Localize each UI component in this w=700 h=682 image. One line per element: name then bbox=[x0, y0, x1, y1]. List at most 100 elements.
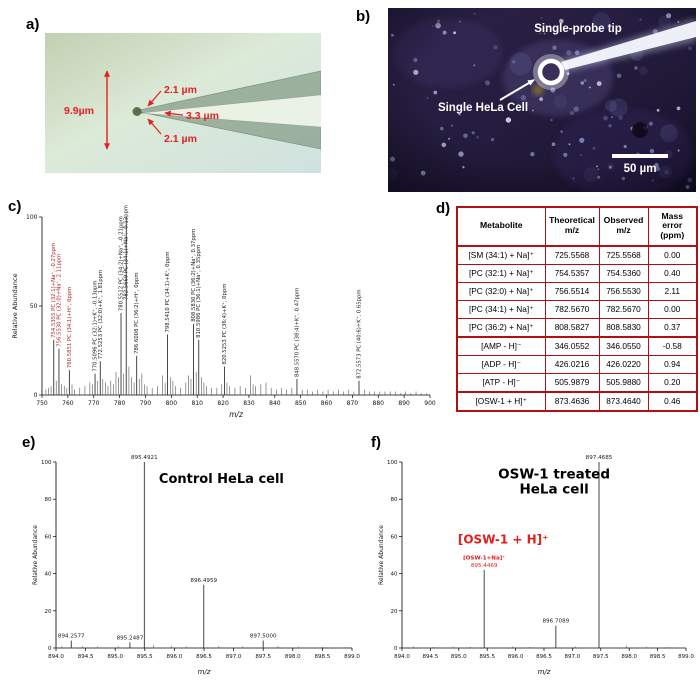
table-row: [OSW-1 + H]⁺ 873.4636 873.4640 0.46 bbox=[456, 390, 698, 412]
x-axis-label: m/z bbox=[538, 668, 551, 676]
x-tick-label: 896.0 bbox=[508, 654, 524, 660]
x-tick-label: 898.5 bbox=[650, 654, 666, 660]
x-axis-label: m/z bbox=[198, 668, 211, 676]
peak-label: 780.5512 PC (34:2)+Na⁺, -0.21ppm bbox=[118, 216, 125, 311]
y-tick-label: 0 bbox=[394, 646, 398, 652]
table-cell: [ATP - H]⁻ bbox=[456, 372, 546, 393]
peak-label: 896.4959 bbox=[190, 578, 217, 584]
y-tick-label: 100 bbox=[387, 460, 398, 466]
table-cell: 346.0550 bbox=[598, 335, 649, 356]
y-tick-label: 40 bbox=[391, 572, 398, 578]
peak-label: 798.5410 PC (34:1)+K⁺, 0ppm bbox=[164, 252, 171, 333]
x-tick-label: 770 bbox=[88, 400, 100, 407]
x-tick-label: 900 bbox=[424, 400, 436, 407]
y-tick-label: 0 bbox=[34, 392, 38, 399]
probe-shaft bbox=[561, 21, 696, 70]
peak-label: 756.5530 PC (32:0)+Na⁺, 2.11ppm bbox=[55, 254, 62, 347]
panel-b-label: b) bbox=[356, 8, 371, 25]
peak-label: 810.5986 PC (36:1)+Na⁺, 0.35ppm bbox=[195, 245, 202, 338]
panel-d-label: d) bbox=[436, 200, 451, 217]
chart-annotation: [OSW-1 + H]⁺ bbox=[458, 532, 549, 546]
table-cell: 756.5530 bbox=[598, 281, 649, 301]
table-cell: 0.00 bbox=[647, 299, 698, 319]
panel-e-label: e) bbox=[22, 434, 36, 451]
table-cell: 782.5670 bbox=[544, 299, 600, 319]
table-cell: 754.5360 bbox=[598, 263, 649, 283]
x-tick-label: 896.0 bbox=[167, 654, 183, 660]
x-tick-label: 896.5 bbox=[196, 654, 212, 660]
peak-label: 820.5253 PC (36:4)+K⁺, 0ppm bbox=[221, 284, 228, 365]
probe-tip-photo: 9.9µm 2.1 µm 3.3 µm 2.1 µm bbox=[45, 33, 321, 173]
wall-top-label: 2.1 µm bbox=[164, 84, 197, 96]
peak-label: 897.4685 bbox=[586, 455, 613, 461]
x-tick-label: 890 bbox=[398, 400, 410, 407]
x-axis-label: m/z bbox=[229, 410, 244, 419]
metabolite-table: Metabolite Theoretical m/z Observed m/z Mas… bbox=[456, 206, 698, 412]
x-tick-label: 810 bbox=[191, 400, 203, 407]
x-tick-label: 895.0 bbox=[451, 654, 467, 660]
y-tick-label: 60 bbox=[391, 534, 398, 540]
x-tick-label: 897.5 bbox=[593, 654, 609, 660]
chart-annotation: Control HeLa cell bbox=[159, 472, 284, 487]
probe-ring bbox=[537, 58, 565, 86]
table-header-cell: Metabolite bbox=[456, 206, 546, 247]
table-cell: 808.5830 bbox=[598, 317, 649, 338]
x-tick-label: 899.0 bbox=[678, 654, 694, 660]
metabolite-table-body: [SM (34:1) + Na]⁺ 725.5568 725.5568 0.00 [PC… bbox=[456, 245, 698, 412]
x-tick-label: 894.5 bbox=[78, 654, 94, 660]
x-tick-label: 780 bbox=[114, 400, 126, 407]
capillary-tip bbox=[132, 107, 142, 116]
x-tick-label: 840 bbox=[269, 400, 281, 407]
peak-label: 770.5096 PC (32:1)+K⁺, -0.13ppm bbox=[92, 280, 99, 371]
table-cell: [ADP - H]⁻ bbox=[456, 354, 546, 374]
x-tick-label: 860 bbox=[321, 400, 333, 407]
table-cell: 873.4636 bbox=[544, 390, 600, 412]
x-tick-label: 830 bbox=[243, 400, 255, 407]
peak-label: 808.5830 PC (36:2)+Na⁺, 0.37ppm bbox=[190, 229, 197, 322]
channel-arrow bbox=[164, 110, 184, 117]
x-tick-label: 898.0 bbox=[621, 654, 637, 660]
x-tick-label: 820 bbox=[217, 400, 229, 407]
treated-cell-spectrum: 894.0 894.5 895.0 895.5 896.0 896.5 897.0 897.5… bbox=[378, 455, 694, 676]
table-cell: 426.0220 bbox=[598, 354, 649, 374]
table-row: [ADP - H]⁻ 426.0216 426.0220 0.94 bbox=[456, 354, 698, 374]
x-tick-label: 760 bbox=[62, 400, 74, 407]
y-axis-label: Relative Abundance bbox=[11, 274, 19, 339]
table-cell: 0.00 bbox=[647, 245, 698, 265]
table-cell: 0.46 bbox=[647, 390, 698, 412]
y-tick-label: 60 bbox=[45, 534, 52, 540]
table-cell: [PC (32:0) + Na]⁺ bbox=[456, 281, 546, 301]
y-axis-label: Relative Abundance bbox=[32, 525, 39, 585]
table-cell: 725.5568 bbox=[544, 245, 600, 265]
x-tick-label: 895.5 bbox=[479, 654, 495, 660]
table-row: [PC (36:2) + Na]⁺ 808.5827 808.5830 0.37 bbox=[456, 317, 698, 338]
table-row: [PC (34:1) + Na]⁺ 782.5670 782.5670 0.00 bbox=[456, 299, 698, 319]
y-tick-label: 0 bbox=[48, 646, 52, 652]
panel-a-label: a) bbox=[26, 16, 40, 33]
table-cell: 808.5827 bbox=[544, 317, 600, 338]
table-cell: [PC (34:1) + Na]⁺ bbox=[456, 299, 546, 319]
table-cell: 346.0552 bbox=[544, 335, 600, 356]
peak-label: 895.2487 bbox=[117, 635, 144, 641]
x-tick-label: 800 bbox=[166, 400, 178, 407]
x-tick-label: 897.5 bbox=[255, 654, 271, 660]
table-header-cell: Observed m/z bbox=[598, 206, 649, 247]
panel-c-label: c) bbox=[8, 198, 22, 215]
table-cell: 0.37 bbox=[647, 317, 698, 338]
metabolite-table-container: Metabolite Theoretical m/z Observed m/z Mas… bbox=[456, 206, 698, 412]
x-tick-label: 870 bbox=[347, 400, 359, 407]
peak-label: 786.6008 PC (36:2)+H⁺, 0ppm bbox=[133, 272, 140, 353]
y-tick-label: 80 bbox=[45, 497, 52, 503]
x-tick-label: 750 bbox=[36, 400, 48, 407]
wall-bottom-arrow bbox=[147, 118, 162, 135]
y-tick-label: 50 bbox=[30, 303, 38, 310]
x-tick-label: 896.5 bbox=[536, 654, 552, 660]
capillary-channel bbox=[142, 95, 321, 127]
table-cell: 505.9879 bbox=[544, 372, 600, 393]
table-cell: 756.5514 bbox=[544, 281, 600, 301]
table-header-cell: Mass error (ppm) bbox=[647, 206, 698, 247]
table-cell: 505.9880 bbox=[598, 372, 649, 393]
scale-bar-label: 50 µm bbox=[624, 163, 657, 175]
table-cell: -0.58 bbox=[647, 335, 698, 356]
